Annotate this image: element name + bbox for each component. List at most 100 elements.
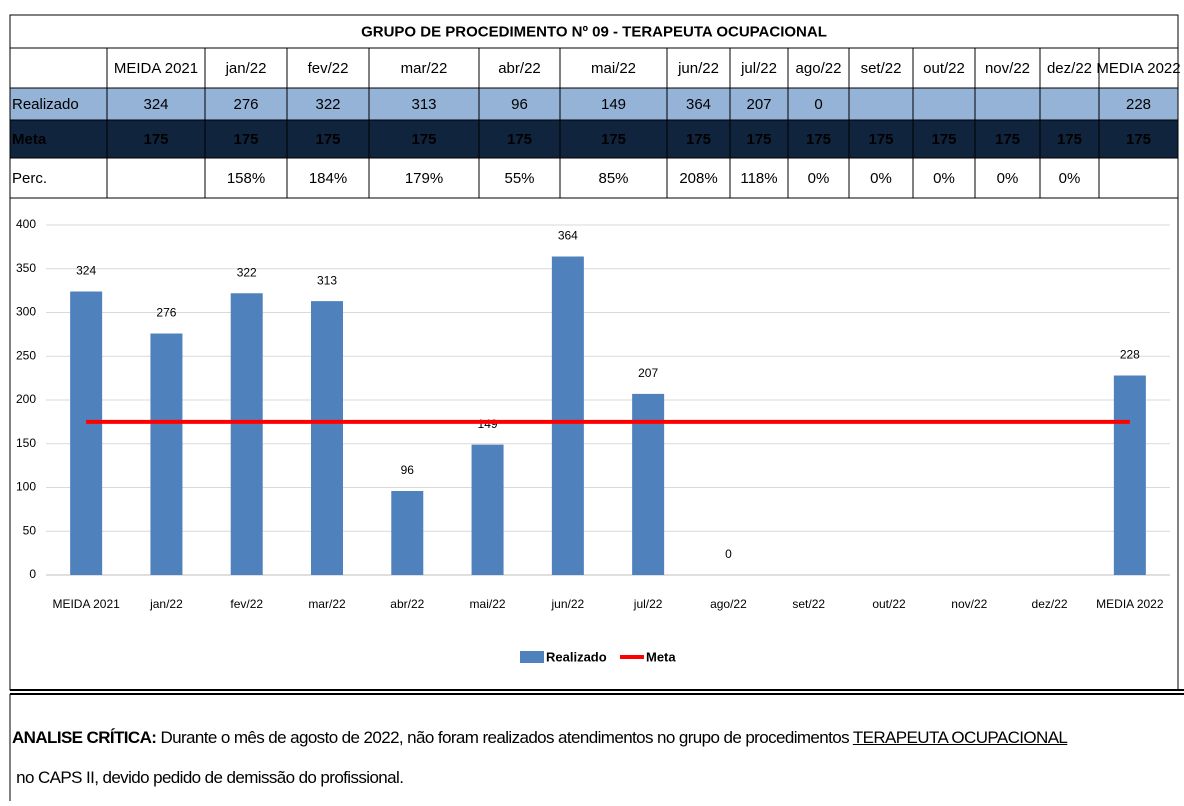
x-tick-label: jan/22	[149, 597, 183, 611]
table-cell	[478, 47, 561, 89]
data-label: 313	[317, 273, 337, 287]
data-label: 96	[401, 463, 415, 477]
table-cell	[286, 87, 370, 121]
bar	[230, 293, 263, 575]
table-cell	[559, 157, 668, 199]
table-cell	[204, 119, 288, 159]
table-cell	[9, 47, 108, 89]
table-cell	[848, 119, 914, 159]
y-tick-label: 250	[16, 348, 36, 362]
y-tick-label: 350	[16, 261, 36, 275]
x-tick-label: ago/22	[710, 597, 747, 611]
bar	[1113, 375, 1146, 575]
table-cell	[787, 119, 850, 159]
table-text: MEDIA 2022	[1096, 60, 1180, 77]
y-tick-label: 400	[16, 217, 36, 231]
table-text: MEIDA 2021	[114, 60, 198, 77]
table-text: ago/22	[796, 60, 842, 77]
table-text: Realizado	[12, 96, 79, 113]
table-text: jun/22	[677, 60, 719, 77]
x-tick-label: set/22	[792, 597, 825, 611]
table-text: 175	[143, 131, 168, 148]
bar	[70, 291, 103, 575]
data-label: 207	[638, 366, 658, 380]
table-cell	[912, 47, 976, 89]
table-text: 179%	[405, 170, 443, 187]
table-text: 175	[868, 131, 893, 148]
table-text: 175	[601, 131, 626, 148]
table-cell	[559, 87, 668, 121]
table-cell	[106, 119, 206, 159]
table-text: Meta	[12, 131, 47, 148]
table-cell	[1039, 87, 1100, 121]
table-cell	[9, 119, 108, 159]
table-text: 184%	[309, 170, 347, 187]
x-tick-label: out/22	[872, 597, 906, 611]
table-text: 175	[1057, 131, 1082, 148]
table-text: 175	[507, 131, 532, 148]
table-text: 208%	[679, 170, 717, 187]
bar	[150, 333, 183, 575]
table-text: jan/22	[225, 60, 267, 77]
table-text: 175	[995, 131, 1020, 148]
table-text: 175	[686, 131, 711, 148]
table-text: 0%	[933, 170, 955, 187]
table-text: 324	[143, 96, 168, 113]
bar	[632, 393, 665, 575]
table-text: 55%	[504, 170, 534, 187]
analysis-line: ANALISE CRÍTICA: Durante o mês de agosto…	[12, 718, 1068, 758]
table-cell	[787, 157, 850, 199]
table-cell	[974, 119, 1041, 159]
data-label: 364	[558, 229, 578, 243]
data-label: 276	[156, 306, 176, 320]
table-cell	[974, 87, 1041, 121]
table-text: 276	[233, 96, 258, 113]
table-cell	[1039, 47, 1100, 89]
analysis-line: no CAPS II, devido pedido de demissão do…	[12, 758, 1067, 798]
y-tick-label: 150	[16, 436, 36, 450]
table-cell	[106, 47, 206, 89]
table-text: 158%	[227, 170, 265, 187]
table-cell	[1098, 157, 1179, 199]
table-text: fev/22	[308, 60, 349, 77]
table-cell	[787, 47, 850, 89]
table-text: 322	[315, 96, 340, 113]
table-text: 313	[411, 96, 436, 113]
y-tick-label: 0	[29, 567, 36, 581]
y-tick-label: 100	[16, 480, 36, 494]
x-tick-label: MEDIA 2022	[1096, 597, 1164, 611]
analysis-label: ANALISE CRÍTICA:	[12, 728, 157, 747]
table-cell	[478, 157, 561, 199]
table-cell	[106, 87, 206, 121]
table-cell	[9, 87, 108, 121]
table-text: 175	[315, 131, 340, 148]
data-label: 228	[1120, 348, 1140, 362]
table-cell	[204, 157, 288, 199]
analysis-underlined: TERAPEUTA OCUPACIONAL	[852, 728, 1068, 747]
table-cell	[666, 87, 731, 121]
table-cell	[204, 47, 288, 89]
table-text: out/22	[923, 60, 965, 77]
table-text: 96	[511, 96, 528, 113]
table-cell	[974, 157, 1041, 199]
x-tick-label: jun/22	[551, 597, 585, 611]
analysis: ANALISE CRÍTICA: Durante o mês de agosto…	[12, 718, 1068, 798]
table-text: 85%	[598, 170, 628, 187]
table-text: mar/22	[401, 60, 448, 77]
table-cell	[204, 87, 288, 121]
table-cell	[848, 87, 914, 121]
table-text: mai/22	[591, 60, 636, 77]
bar	[311, 301, 343, 575]
table-text: 175	[1126, 131, 1151, 148]
x-tick-label: MEIDA 2021	[52, 597, 120, 611]
x-tick-label: dez/22	[1032, 597, 1068, 611]
table-cell	[368, 87, 480, 121]
data-label: 0	[725, 547, 732, 561]
table-text: nov/22	[985, 60, 1030, 77]
bar	[391, 491, 424, 575]
table-text: Perc.	[12, 170, 47, 187]
legend-label: Realizado	[546, 649, 607, 664]
table-cell	[9, 157, 108, 199]
analysis-text: Durante o mês de agosto de 2022, não for…	[160, 728, 850, 747]
